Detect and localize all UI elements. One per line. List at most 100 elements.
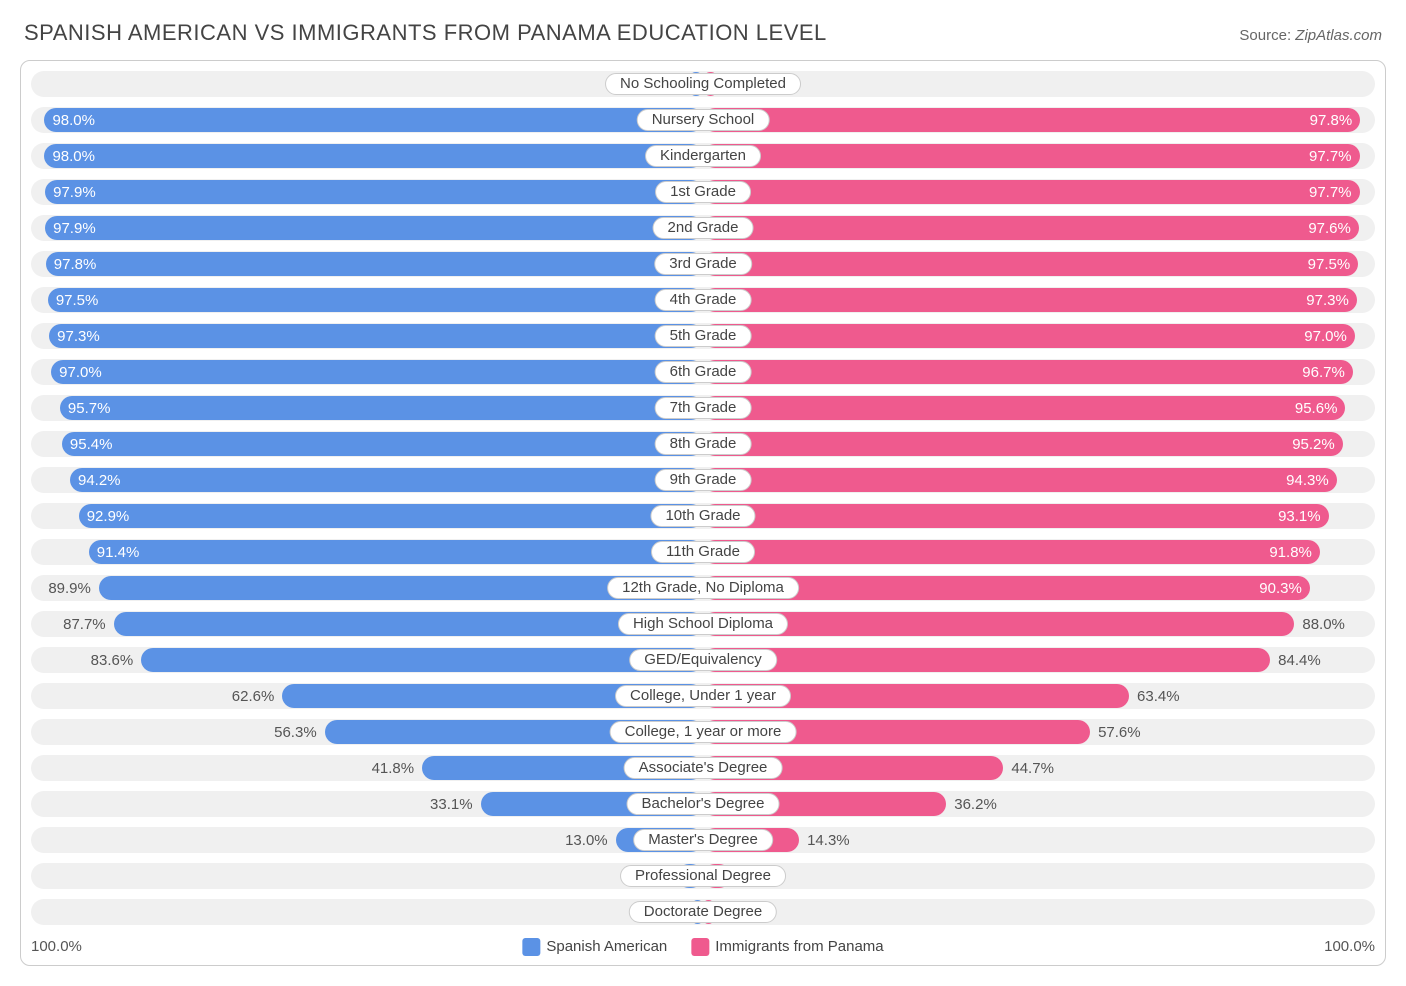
bar-right-value: 90.3% xyxy=(1259,576,1302,602)
category-label: Doctorate Degree xyxy=(629,901,777,923)
source-label: Source: xyxy=(1239,27,1295,44)
bar-left-value: 98.0% xyxy=(52,144,95,170)
axis-max-right: 100.0% xyxy=(1324,935,1375,959)
category-label: College, 1 year or more xyxy=(610,721,797,743)
bar-right-value: 97.6% xyxy=(1308,216,1351,242)
legend-label-left: Spanish American xyxy=(546,935,667,959)
category-label: 11th Grade xyxy=(651,541,755,563)
bar-left-value: 97.9% xyxy=(53,180,96,206)
bar-row: 92.9% 93.1%10th Grade xyxy=(31,503,1375,529)
bar-left-value: 41.8% xyxy=(372,756,423,782)
bar-right-value: 91.8% xyxy=(1269,540,1312,566)
bar-left: 92.9% xyxy=(79,504,703,528)
category-label: 5th Grade xyxy=(655,325,752,347)
bar-right: 84.4% xyxy=(703,648,1270,672)
bar-right-value: 14.3% xyxy=(799,828,850,854)
bar-row: 94.2%94.3%9th Grade xyxy=(31,467,1375,493)
bar-right: 97.6% xyxy=(703,216,1359,240)
bar-left-value: 94.2% xyxy=(78,468,121,494)
category-label: Kindergarten xyxy=(645,145,761,167)
bar-left: 98.0% xyxy=(44,108,703,132)
legend-swatch-left xyxy=(522,938,540,956)
category-label: 10th Grade xyxy=(650,505,755,527)
bar-left-value: 62.6% xyxy=(232,684,283,710)
category-label: Master's Degree xyxy=(633,829,773,851)
bar-left-value: 87.7% xyxy=(63,612,114,638)
bar-row: 97.0% 96.7% 6th Grade xyxy=(31,359,1375,385)
bar-row: 91.4% 91.8% 11th Grade xyxy=(31,539,1375,565)
bar-left-value: 91.4% xyxy=(97,540,140,566)
bar-left: 97.9% xyxy=(45,180,703,204)
bar-row: 89.9%90.3%12th Grade, No Diploma xyxy=(31,575,1375,601)
bar-row: 56.3%57.6%College, 1 year or more xyxy=(31,719,1375,745)
category-label: 1st Grade xyxy=(655,181,751,203)
chart-source: Source: ZipAtlas.com xyxy=(1239,27,1382,44)
bar-left: 91.4% xyxy=(89,540,703,564)
bar-row: 1.7%1.6%Doctorate Degree xyxy=(31,899,1375,925)
chart-header: SPANISH AMERICAN VS IMMIGRANTS FROM PANA… xyxy=(20,20,1386,46)
chart-title: SPANISH AMERICAN VS IMMIGRANTS FROM PANA… xyxy=(24,20,827,46)
bar-right-value: 88.0% xyxy=(1294,612,1345,638)
bar-right-value: 96.7% xyxy=(1302,360,1345,386)
bar-right: 93.1% xyxy=(703,504,1329,528)
bar-right-value: 94.3% xyxy=(1286,468,1329,494)
bar-left-value: 97.5% xyxy=(56,288,99,314)
bar-left: 98.0% xyxy=(44,144,703,168)
bar-right-value: 95.6% xyxy=(1295,396,1338,422)
bar-right-value: 97.7% xyxy=(1309,144,1352,170)
bar-row: 97.8%97.5%3rd Grade xyxy=(31,251,1375,277)
bar-row: 98.0% 97.7% Kindergarten xyxy=(31,143,1375,169)
bar-left: 97.5% xyxy=(48,288,703,312)
bar-left-value: 95.4% xyxy=(70,432,113,458)
bar-right-value: 95.2% xyxy=(1292,432,1335,458)
bar-right-value: 63.4% xyxy=(1129,684,1180,710)
bar-right: 96.7% xyxy=(703,360,1353,384)
category-label: 2nd Grade xyxy=(653,217,754,239)
bar-right: 97.3% xyxy=(703,288,1357,312)
category-label: 7th Grade xyxy=(655,397,752,419)
category-label: GED/Equivalency xyxy=(629,649,777,671)
bar-right: 97.5% xyxy=(703,252,1358,276)
bar-right-value: 97.5% xyxy=(1308,252,1351,278)
bar-right: 97.8% xyxy=(703,108,1360,132)
bar-row: 97.5%97.3%4th Grade xyxy=(31,287,1375,313)
bar-left: 94.2% xyxy=(70,468,703,492)
bar-right: 94.3% xyxy=(703,468,1337,492)
bar-left: 95.4% xyxy=(62,432,703,456)
category-label: Associate's Degree xyxy=(624,757,783,779)
category-label: Bachelor's Degree xyxy=(627,793,780,815)
bar-row: 83.6%84.4%GED/Equivalency xyxy=(31,647,1375,673)
legend-label-right: Immigrants from Panama xyxy=(715,935,883,959)
bar-left: 97.3% xyxy=(49,324,703,348)
bar-left-value: 97.9% xyxy=(53,216,96,242)
bar-left-value: 98.0% xyxy=(52,108,95,134)
bar-left: 83.6% xyxy=(141,648,703,672)
diverging-bar-chart: 2.1%2.3%No Schooling Completed98.0%97.8%… xyxy=(20,60,1386,966)
bar-left: 97.0% xyxy=(51,360,703,384)
legend: Spanish American Immigrants from Panama xyxy=(522,935,883,959)
bar-right-value: 44.7% xyxy=(1003,756,1054,782)
bar-left-value: 13.0% xyxy=(565,828,616,854)
bar-left-value: 97.3% xyxy=(57,324,100,350)
category-label: 8th Grade xyxy=(655,433,752,455)
axis-max-left: 100.0% xyxy=(31,935,82,959)
bar-row: 33.1%36.2%Bachelor's Degree xyxy=(31,791,1375,817)
bar-left: 95.7% xyxy=(60,396,703,420)
bar-left-value: 92.9% xyxy=(87,504,130,530)
bar-right: 97.7% xyxy=(703,144,1360,168)
bar-row: 97.9% 97.7% 1st Grade xyxy=(31,179,1375,205)
bar-row: 62.6%63.4%College, Under 1 year xyxy=(31,683,1375,709)
legend-item-left: Spanish American xyxy=(522,935,667,959)
bar-left-value: 97.8% xyxy=(54,252,97,278)
bar-right-value: 97.3% xyxy=(1306,288,1349,314)
bar-row: 98.0%97.8%Nursery School xyxy=(31,107,1375,133)
category-label: 6th Grade xyxy=(655,361,752,383)
bar-right-value: 97.7% xyxy=(1309,180,1352,206)
bar-right-value: 57.6% xyxy=(1090,720,1141,746)
bar-right: 95.2% xyxy=(703,432,1343,456)
bar-left: 97.9% xyxy=(45,216,703,240)
bar-row: 97.3%97.0%5th Grade xyxy=(31,323,1375,349)
source-name: ZipAtlas.com xyxy=(1295,27,1382,44)
bar-right: 95.6% xyxy=(703,396,1345,420)
bar-left-value: 33.1% xyxy=(430,792,481,818)
